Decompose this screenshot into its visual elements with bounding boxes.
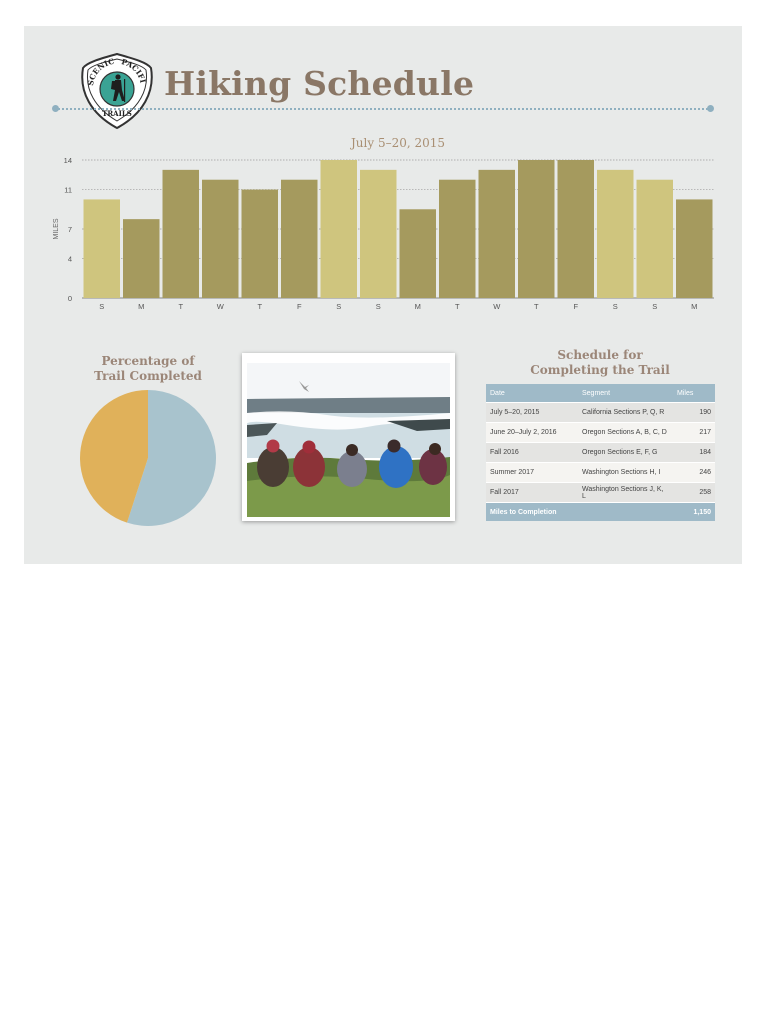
x-tick-label: T — [534, 302, 539, 311]
footer-label: Miles to Completion — [486, 502, 673, 521]
x-tick-label: S — [613, 302, 618, 311]
cell-miles: 217 — [673, 422, 715, 443]
table-row: June 20–July 2, 2016 Oregon Sections A, … — [486, 422, 715, 443]
x-tick-label: W — [493, 302, 501, 311]
bar — [83, 199, 120, 298]
bar — [399, 209, 436, 298]
x-tick-label: M — [138, 302, 144, 311]
table-row: July 5–20, 2015 California Sections P, Q… — [486, 402, 715, 423]
pie-chart — [79, 390, 216, 526]
pie-title: Percentage of Trail Completed — [68, 354, 228, 384]
cell-date: Fall 2016 — [486, 442, 578, 463]
y-tick-label: 0 — [68, 294, 72, 303]
bar — [557, 160, 594, 298]
table-footer-row: Miles to Completion 1,150 — [486, 502, 715, 521]
cell-date: June 20–July 2, 2016 — [486, 422, 578, 443]
x-tick-label: T — [455, 302, 460, 311]
x-tick-label: S — [652, 302, 657, 311]
schedule-title-line2: Completing the Trail — [530, 363, 670, 377]
cell-segment: Oregon Sections A, B, C, D — [578, 422, 673, 443]
x-tick-label: S — [99, 302, 104, 311]
hikers-photo — [247, 363, 450, 517]
bar — [597, 169, 634, 298]
cell-date: July 5–20, 2015 — [486, 402, 578, 423]
slide: SCENIC PACIFIC TRAILS Hiking Schedule Ju… — [24, 26, 742, 564]
column-header-miles: Miles — [673, 384, 715, 403]
cell-miles: 258 — [673, 482, 715, 503]
cell-segment: Oregon Sections E, F, G — [578, 442, 673, 463]
hiker-icon — [111, 74, 126, 102]
y-tick-label: 7 — [68, 225, 72, 234]
table-row: Fall 2017 Washington Sections J, K, L 25… — [486, 482, 715, 503]
hikers-group — [257, 439, 447, 488]
x-tick-label: S — [376, 302, 381, 311]
bar — [636, 179, 673, 298]
divider-dot-left — [52, 105, 59, 112]
bar — [281, 179, 318, 298]
bar-chart: 0 4 7 11 14 MILES S M T W T F S S M T W T F S S M — [53, 156, 714, 311]
bar — [439, 179, 476, 298]
x-tick-label: F — [573, 302, 578, 311]
footer-total: 1,150 — [673, 502, 715, 521]
table-row: Fall 2016 Oregon Sections E, F, G 184 — [486, 442, 715, 463]
x-tick-label: S — [336, 302, 341, 311]
bar — [241, 189, 278, 298]
cell-segment: Washington Sections H, I — [578, 462, 673, 483]
x-tick-label: T — [178, 302, 183, 311]
y-tick-label: 14 — [64, 156, 72, 165]
bar — [676, 199, 713, 298]
column-header-date: Date — [486, 384, 578, 403]
bar — [360, 169, 397, 298]
x-tick-label: T — [257, 302, 262, 311]
x-tick-label: F — [297, 302, 302, 311]
column-header-segment: Segment — [578, 384, 673, 403]
schedule-title: Schedule for Completing the Trail — [486, 348, 714, 378]
cell-segment: Washington Sections J, K, L — [578, 482, 673, 503]
bar — [123, 219, 160, 298]
chart-title: July 5–20, 2015 — [350, 136, 446, 150]
pie-slice — [126, 390, 216, 526]
x-tick-label: M — [415, 302, 421, 311]
pie-title-text: Percentage of Trail Completed — [94, 354, 202, 383]
cell-segment: California Sections P, Q, R — [578, 402, 673, 423]
cell-miles: 190 — [673, 402, 715, 423]
logo-text-trails: TRAILS — [102, 109, 132, 118]
schedule-title-line1: Schedule for — [557, 348, 643, 362]
title-divider — [54, 108, 712, 110]
x-tick-label: W — [217, 302, 225, 311]
table-row: Summer 2017 Washington Sections H, I 246 — [486, 462, 715, 483]
x-tick-label: M — [691, 302, 697, 311]
y-tick-label: 11 — [64, 186, 72, 195]
table-header-row: Date Segment Miles — [486, 384, 715, 403]
page-title: Hiking Schedule — [164, 64, 475, 103]
bar — [478, 169, 515, 298]
photo-frame — [242, 353, 455, 521]
cell-miles: 184 — [673, 442, 715, 463]
cell-date: Fall 2017 — [486, 482, 578, 503]
divider-dot-right — [707, 105, 714, 112]
schedule-table: Date Segment Miles July 5–20, 2015 Calif… — [486, 384, 715, 521]
cell-miles: 246 — [673, 462, 715, 483]
bar — [202, 179, 239, 298]
bar — [518, 160, 555, 298]
cell-date: Summer 2017 — [486, 462, 578, 483]
y-axis-label: MILES — [53, 218, 60, 239]
y-tick-label: 4 — [68, 255, 72, 264]
bar — [162, 169, 199, 298]
pie-slice — [79, 390, 148, 523]
bar — [320, 160, 357, 298]
